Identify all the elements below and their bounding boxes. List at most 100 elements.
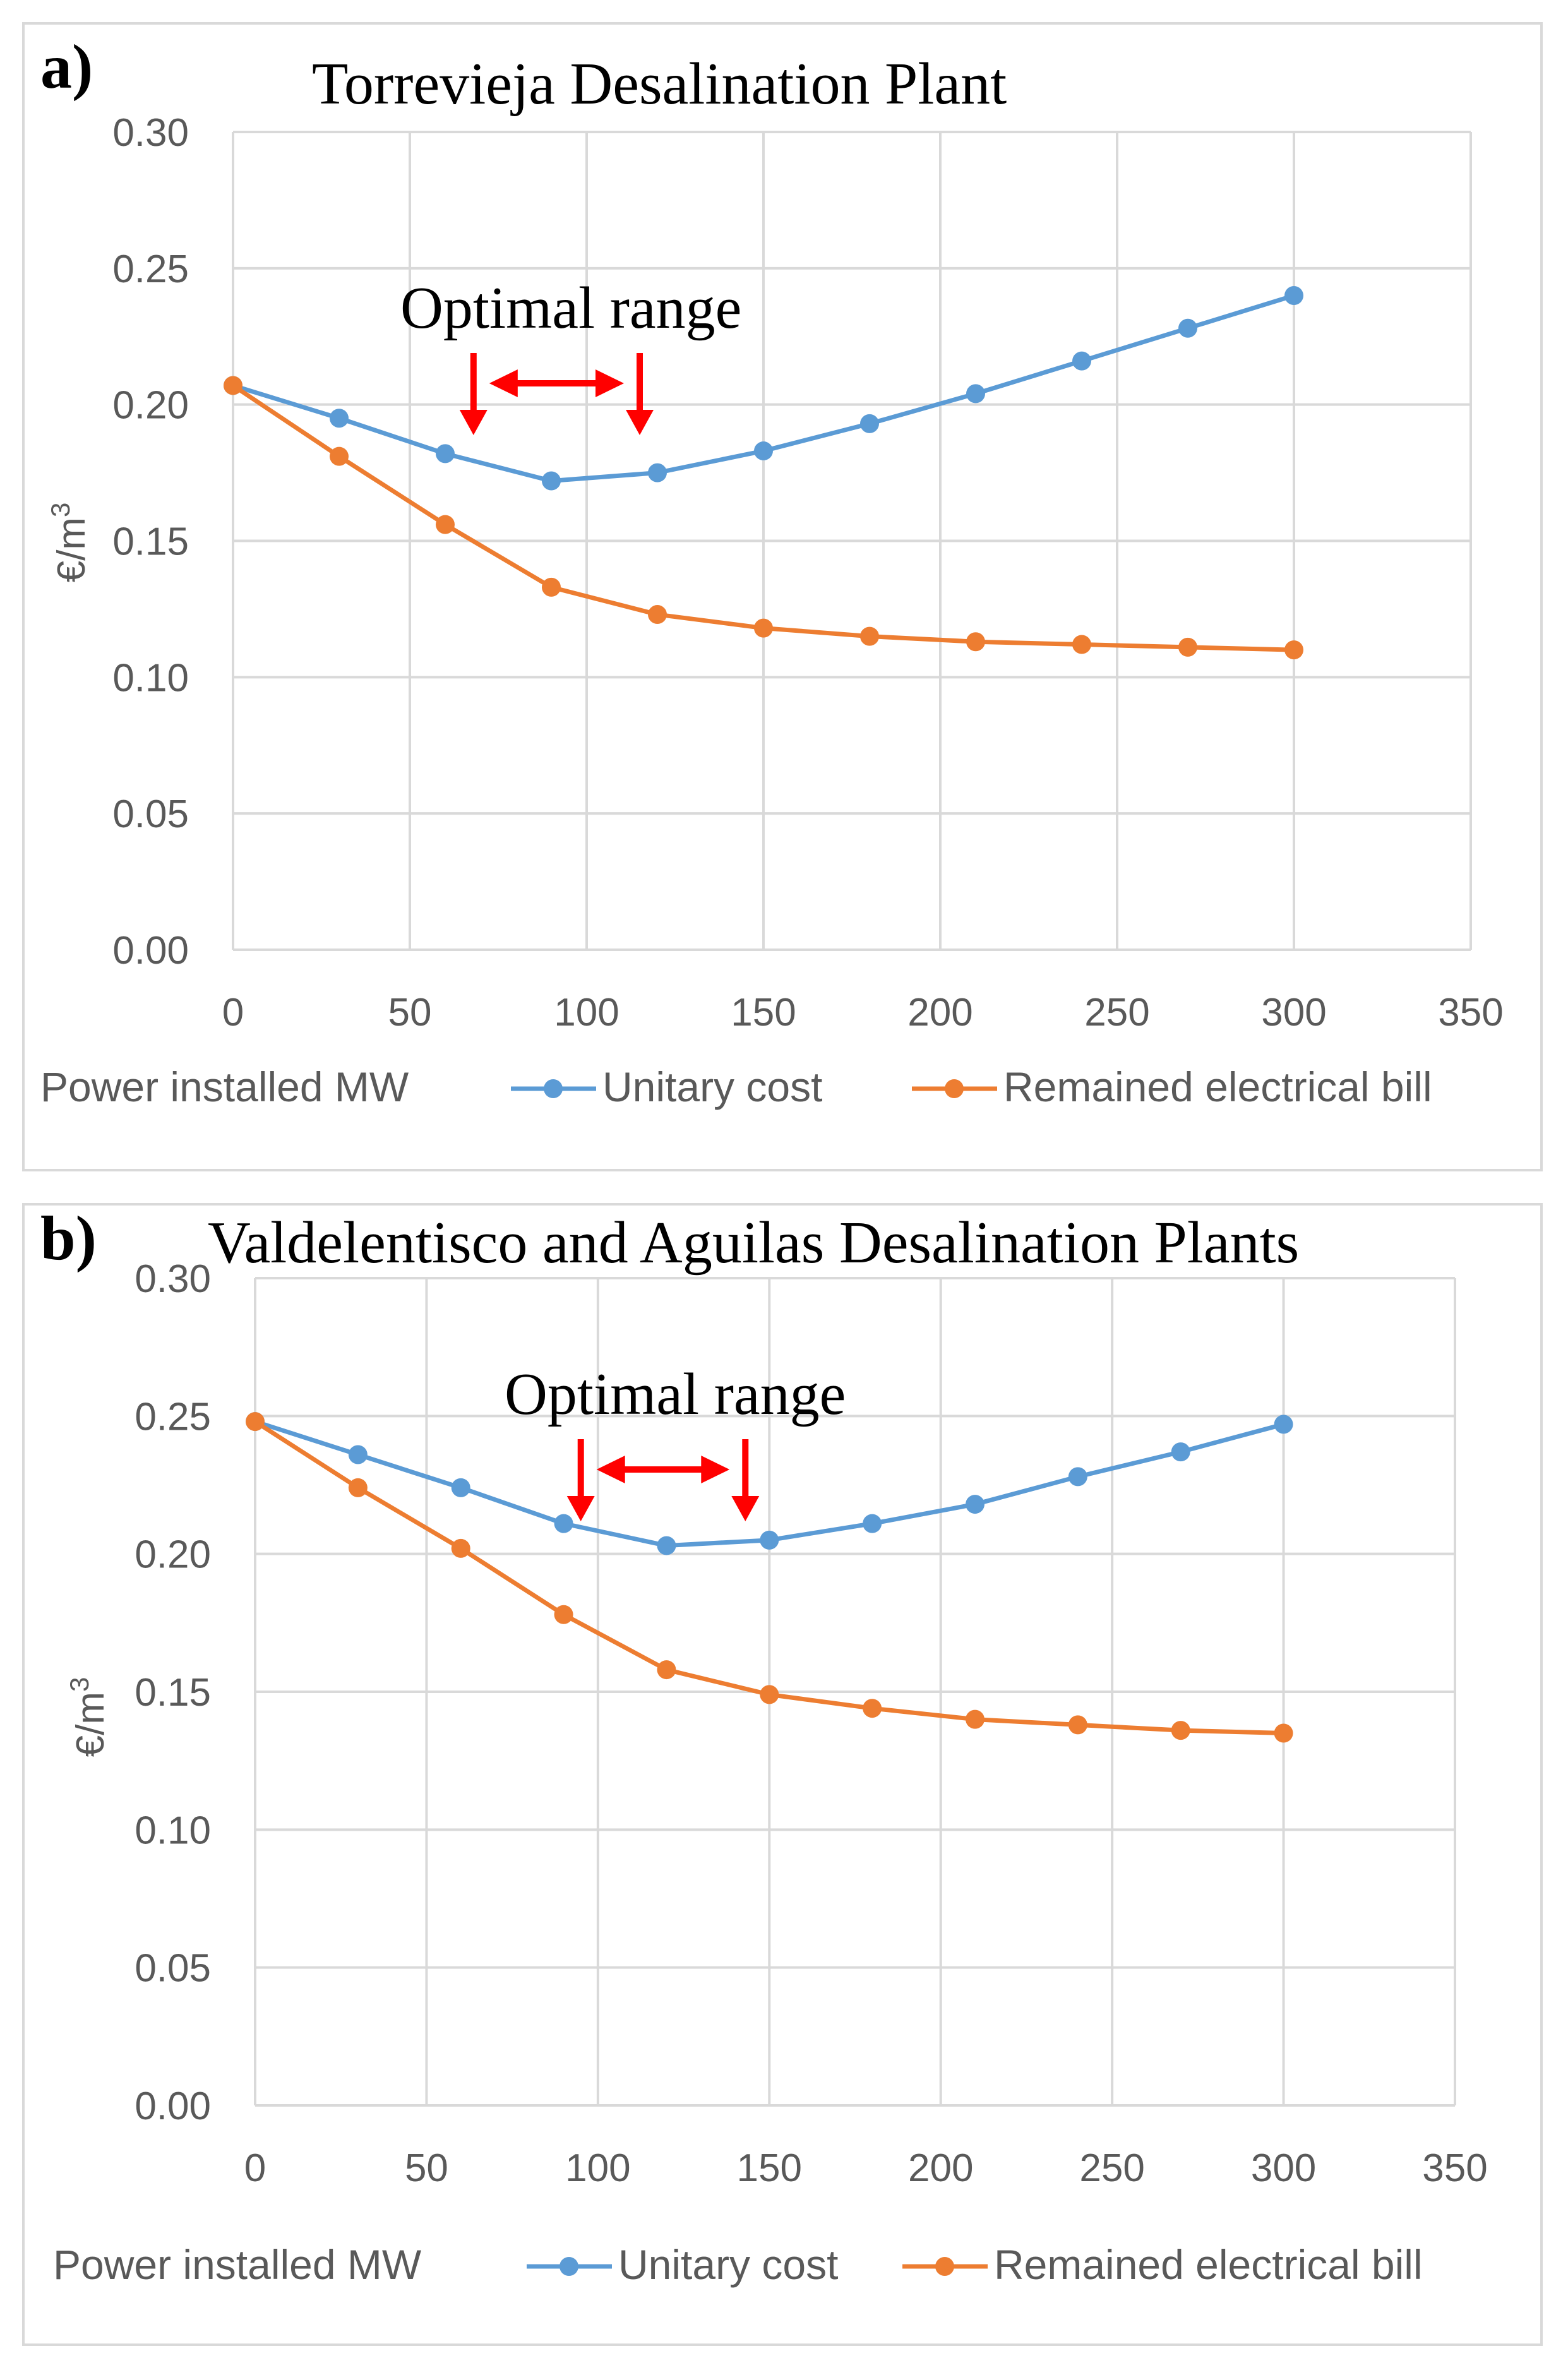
remained-bill-point bbox=[966, 632, 985, 652]
legend-swatch-marker bbox=[935, 2257, 954, 2276]
x-tick-label: 200 bbox=[908, 2146, 973, 2190]
optimal-range-arrow-left-head bbox=[489, 369, 518, 397]
x-tick-label: 50 bbox=[388, 991, 432, 1034]
x-tick-label: 300 bbox=[1261, 991, 1326, 1034]
x-axis-label: Power installed MW bbox=[53, 2241, 422, 2288]
chart-panel-b: 0.00 0.05 0.10 0.15 0.20 0.25 0.30 0 50 100 150 200… bbox=[22, 1203, 1543, 2346]
y-axis-label: €/m3 bbox=[64, 1677, 112, 1757]
remained-bill-point bbox=[246, 1412, 265, 1432]
unitary-cost-point bbox=[760, 1530, 779, 1550]
legend-swatch-marker bbox=[560, 2257, 578, 2276]
unitary-cost-point bbox=[1274, 1415, 1293, 1434]
remained-bill-point bbox=[1068, 1715, 1087, 1735]
unitary-cost-point bbox=[1284, 286, 1303, 305]
remained-bill-point bbox=[760, 1685, 779, 1704]
remained-bill-point bbox=[860, 626, 879, 646]
unitary-cost-point bbox=[542, 471, 561, 491]
y-tick-label: 0.00 bbox=[112, 929, 189, 973]
remained-bill-point bbox=[330, 446, 349, 466]
optimal-down-arrow-head bbox=[731, 1496, 760, 1521]
x-tick-label: 250 bbox=[1084, 991, 1149, 1034]
remained-bill-point bbox=[648, 605, 667, 625]
optimal-range-arrow-right-head bbox=[701, 1456, 730, 1483]
remained-bill-point bbox=[224, 376, 242, 395]
x-axis-label: Power installed MW bbox=[40, 1063, 409, 1110]
x-tick-label: 100 bbox=[554, 991, 619, 1034]
x-tick-label: 50 bbox=[405, 2146, 448, 2190]
y-tick-label: 0.20 bbox=[112, 384, 189, 428]
optimal-range-annotation: Optimal range bbox=[400, 275, 741, 341]
x-tick-label: 350 bbox=[1438, 991, 1503, 1034]
remained-bill-point bbox=[966, 1709, 984, 1729]
optimal-down-arrow-head bbox=[626, 410, 654, 435]
unitary-cost-point bbox=[648, 463, 667, 482]
x-tick-label: 300 bbox=[1251, 2146, 1316, 2190]
remained-bill-point bbox=[451, 1538, 470, 1558]
remained-bill-point bbox=[754, 618, 773, 638]
y-tick-label: 0.10 bbox=[112, 656, 189, 700]
remained-bill-point bbox=[657, 1660, 676, 1680]
y-axis-label: €/m3 bbox=[45, 503, 93, 583]
x-tick-label: 0 bbox=[222, 991, 244, 1034]
chart-title: Valdelentisco and Aguilas Desalination P… bbox=[208, 1210, 1299, 1276]
legend-entry: Unitary cost bbox=[618, 2241, 838, 2288]
chart-b-svg: 0.00 0.05 0.10 0.15 0.20 0.25 0.30 0 50 100 150 200… bbox=[40, 1206, 1488, 2288]
panel-label: b) bbox=[40, 1206, 97, 1273]
unitary-cost-point bbox=[754, 441, 773, 461]
chart-panel-a: 0.00 0.05 0.10 0.15 0.20 0.25 0.30 0 50 100 150 200… bbox=[22, 22, 1543, 1171]
remained-bill-point bbox=[1072, 635, 1091, 654]
x-tick-label: 0 bbox=[244, 2146, 266, 2190]
remained-bill-point bbox=[1178, 637, 1197, 657]
legend-entry: Remained electrical bill bbox=[1003, 1063, 1432, 1110]
x-tick-label: 350 bbox=[1422, 2146, 1487, 2190]
unitary-cost-point bbox=[966, 384, 985, 404]
legend-entry: Unitary cost bbox=[602, 1063, 822, 1110]
y-tick-label: 0.30 bbox=[112, 111, 189, 155]
y-tick-label: 0.15 bbox=[135, 1671, 211, 1715]
optimal-range-arrow-left-head bbox=[596, 1456, 625, 1483]
remained-bill-point bbox=[348, 1478, 368, 1497]
x-tick-label: 250 bbox=[1079, 2146, 1144, 2190]
unitary-cost-point bbox=[860, 414, 879, 433]
unitary-cost-point bbox=[436, 444, 455, 464]
unitary-cost-point bbox=[451, 1478, 470, 1497]
optimal-down-arrow-head bbox=[566, 1496, 595, 1521]
unitary-cost-point bbox=[330, 409, 349, 428]
remained-bill-point bbox=[554, 1605, 573, 1624]
unitary-cost-point bbox=[1171, 1442, 1190, 1462]
remained-bill-point bbox=[542, 577, 561, 597]
x-tick-label: 150 bbox=[737, 2146, 802, 2190]
optimal-range-annotation: Optimal range bbox=[505, 1362, 846, 1427]
chart-a-svg: 0.00 0.05 0.10 0.15 0.20 0.25 0.30 0 50 100 150 200… bbox=[40, 32, 1504, 1110]
y-tick-label: 0.20 bbox=[135, 1533, 211, 1577]
remained-bill-point bbox=[1274, 1723, 1293, 1743]
y-tick-label: 0.25 bbox=[112, 248, 189, 291]
legend-entry: Remained electrical bill bbox=[994, 2241, 1423, 2288]
x-tick-label: 150 bbox=[731, 991, 796, 1034]
y-tick-label: 0.25 bbox=[135, 1395, 211, 1439]
unitary-cost-point bbox=[863, 1514, 882, 1533]
x-tick-label: 200 bbox=[907, 991, 973, 1034]
unitary-cost-point bbox=[348, 1445, 368, 1464]
remained-bill-point bbox=[863, 1699, 882, 1718]
y-tick-label: 0.30 bbox=[135, 1257, 211, 1301]
panel-label: a) bbox=[40, 32, 93, 102]
y-tick-label: 0.05 bbox=[112, 793, 189, 836]
unitary-cost-point bbox=[966, 1495, 984, 1514]
unitary-cost-point bbox=[1178, 318, 1197, 338]
y-tick-label: 0.15 bbox=[112, 520, 189, 564]
unitary-cost-point bbox=[1068, 1467, 1087, 1487]
optimal-range-arrow-right-head bbox=[595, 369, 624, 397]
x-tick-label: 100 bbox=[565, 2146, 630, 2190]
y-tick-label: 0.00 bbox=[135, 2085, 211, 2128]
optimal-down-arrow-head bbox=[459, 410, 488, 435]
unitary-cost-point bbox=[1072, 351, 1091, 371]
legend-swatch-marker bbox=[945, 1079, 964, 1098]
y-tick-label: 0.10 bbox=[135, 1809, 211, 1852]
chart-title: Torrevieja Desalination Plant bbox=[312, 51, 1007, 117]
unitary-cost-point bbox=[554, 1514, 573, 1533]
unitary-cost-point bbox=[657, 1536, 676, 1555]
remained-bill-point bbox=[1171, 1721, 1190, 1740]
legend-swatch-marker bbox=[544, 1079, 563, 1098]
y-tick-label: 0.05 bbox=[135, 1947, 211, 1990]
